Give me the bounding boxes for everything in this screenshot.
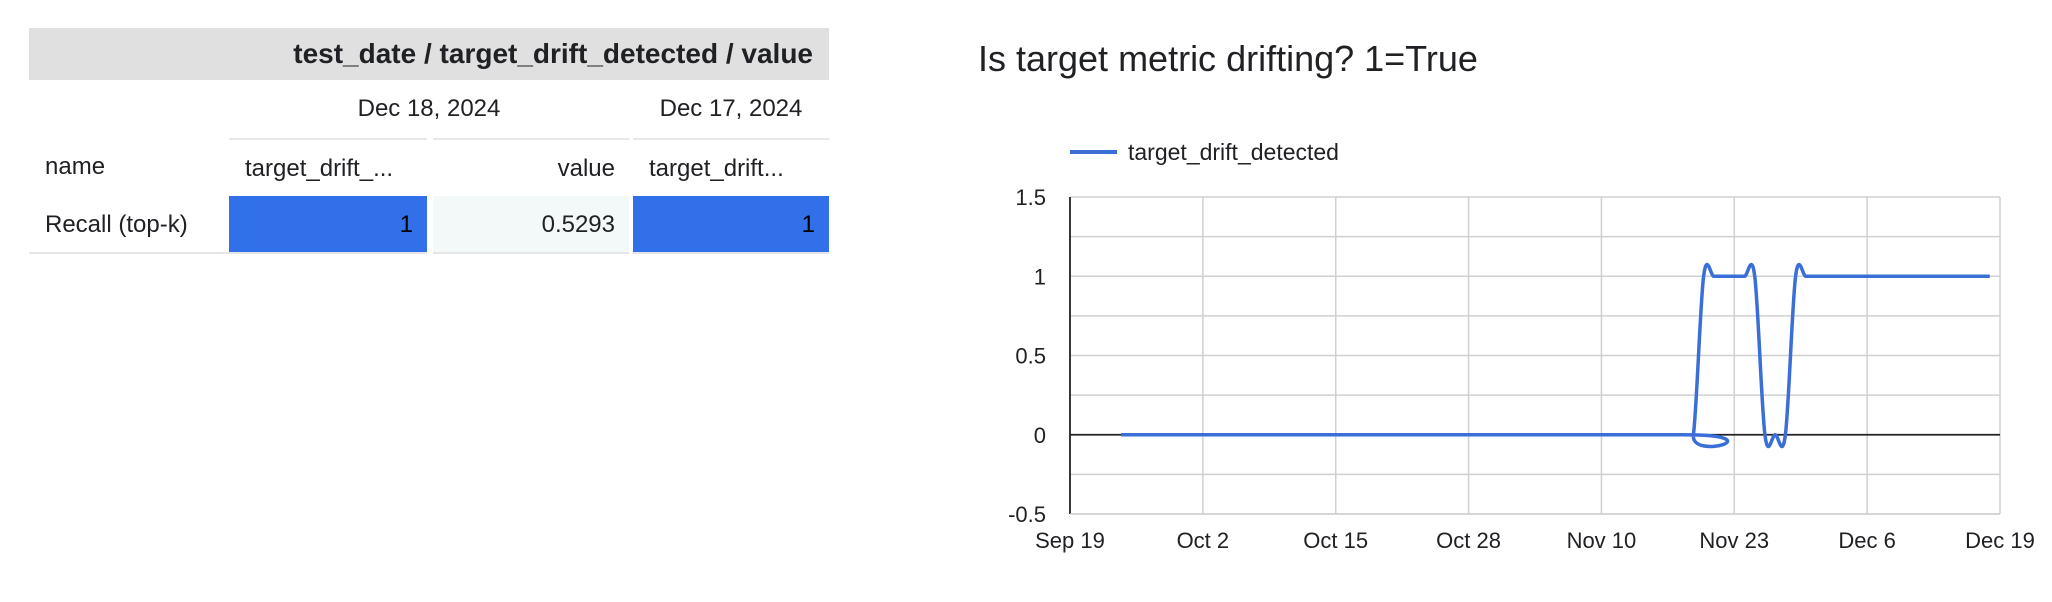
x-tick-label: Nov 10 [1567, 528, 1637, 553]
column-header-value[interactable]: value [433, 138, 629, 196]
y-tick-label: 0.5 [1015, 344, 1046, 369]
table-row: Recall (top-k) 1 0.5293 1 [29, 196, 829, 254]
date-header-dec-18: Dec 18, 2024 [357, 95, 501, 122]
date-header-dec-17: Dec 17, 2024 [659, 95, 803, 122]
chart-canvas: Sep 19 Oct 2 Oct 15 Oct 28 Nov 10 Nov 23 Dec 6… [1008, 139, 2035, 553]
x-tick-label: Nov 23 [1699, 528, 1769, 553]
drift-cell-dec-18: 1 [229, 196, 427, 254]
column-header-target-drift-2[interactable]: target_drift... [633, 138, 829, 196]
y-tick-label: -0.5 [1008, 502, 1046, 527]
column-header-name[interactable]: name [45, 153, 106, 180]
series-line-0 [1121, 262, 1990, 449]
y-tick-label: 1.5 [1015, 185, 1046, 210]
y-tick-label: 1 [1034, 264, 1046, 289]
row-name-cell: Recall (top-k) [29, 196, 229, 254]
x-tick-label: Oct 15 [1303, 528, 1368, 553]
column-header-target-drift-1[interactable]: target_drift_... [229, 138, 427, 196]
date-header-row: Dec 18, 2024 Dec 17, 2024 [29, 80, 829, 138]
value-cell-dec-18: 0.5293 [433, 196, 629, 254]
line-chart: Is target metric drifting? 1=True Sep 19… [960, 0, 2052, 602]
x-tick-label: Oct 28 [1436, 528, 1501, 553]
x-tick-label: Dec 19 [1965, 528, 2035, 553]
x-tick-label: Sep 19 [1035, 528, 1105, 553]
pivot-header: test_date / target_drift_detected / valu… [29, 28, 829, 80]
x-tick-label: Dec 6 [1838, 528, 1895, 553]
drift-cell-dec-17: 1 [633, 196, 829, 254]
chart-title: Is target metric drifting? 1=True [978, 38, 1478, 79]
x-tick-label: Oct 2 [1177, 528, 1230, 553]
pivot-table: test_date / target_drift_detected / valu… [29, 28, 829, 254]
y-tick-label: 0 [1034, 423, 1046, 448]
column-header-row: name target_drift_... value target_drift… [29, 138, 829, 196]
legend-label: target_drift_detected [1128, 139, 1339, 165]
